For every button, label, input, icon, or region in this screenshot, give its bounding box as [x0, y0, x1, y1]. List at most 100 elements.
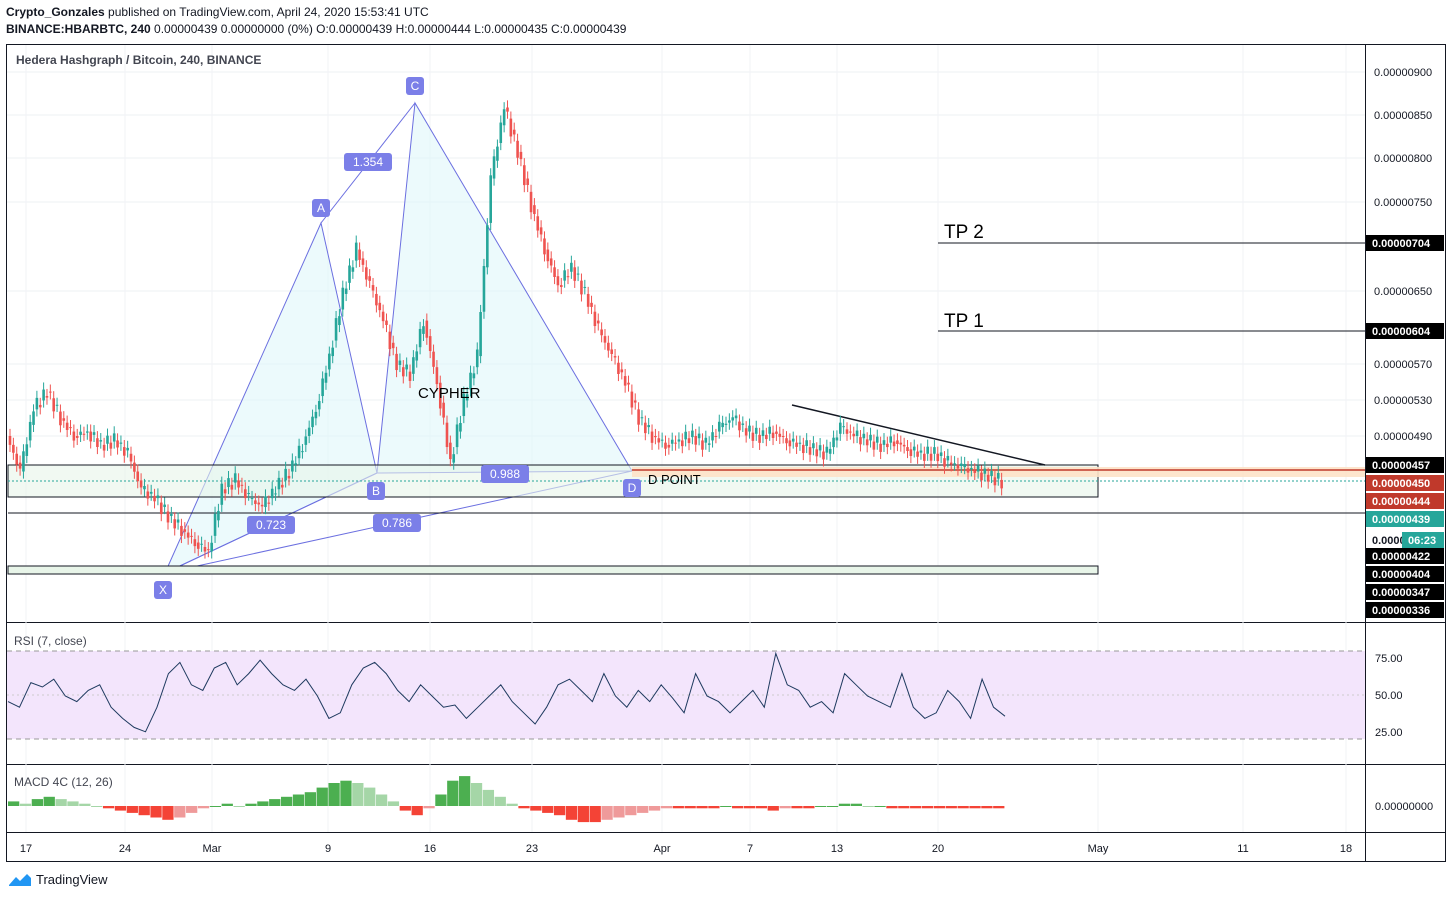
candle-body	[311, 416, 314, 428]
candle-body	[970, 467, 973, 470]
candle-body	[640, 417, 644, 419]
footer-brand: TradingView	[36, 872, 108, 887]
candle-body	[815, 449, 819, 457]
candle-body	[89, 431, 92, 442]
author-name[interactable]: Crypto_Gonzales	[6, 5, 105, 19]
candle-body	[765, 434, 768, 440]
macd-bar	[257, 801, 269, 806]
candle-body	[375, 293, 378, 306]
candle-body	[691, 430, 694, 438]
macd-axis-tick: 0.00000000	[1375, 801, 1433, 813]
candle-body	[217, 510, 220, 521]
candle-body	[543, 238, 546, 255]
candle-body	[79, 431, 82, 435]
price-tag-bg	[1366, 548, 1444, 564]
candle-body	[943, 458, 946, 467]
candle-body	[475, 349, 479, 368]
candle-body	[307, 427, 311, 436]
price-tag: 0.00000347	[1372, 587, 1430, 599]
candle-body	[721, 422, 724, 428]
candle-body	[539, 227, 543, 235]
candle-body	[348, 265, 351, 283]
candle-body	[496, 146, 499, 161]
candle-body	[734, 415, 738, 419]
tp2-label: TP 2	[944, 222, 984, 243]
candle-body	[929, 453, 933, 461]
candle-body	[855, 430, 859, 436]
candle-body	[499, 122, 503, 144]
candle-body	[193, 539, 197, 547]
macd-bar	[993, 806, 1005, 809]
time-tick: May	[1088, 843, 1109, 855]
rsi-tick: 75.00	[1375, 653, 1403, 665]
candle-body	[412, 357, 415, 374]
candle-body	[680, 440, 684, 447]
candle-body	[15, 453, 19, 465]
macd-bar	[79, 803, 91, 806]
pattern-point-badge	[481, 465, 529, 483]
candle-body	[438, 382, 442, 409]
candle-body	[677, 439, 681, 442]
candle-body	[489, 175, 492, 223]
candle-body	[502, 109, 506, 126]
candle-body	[865, 439, 869, 446]
price-tag-bg	[1366, 323, 1444, 339]
candle-body	[365, 267, 368, 280]
footer[interactable]: TradingView	[8, 872, 108, 887]
candle-body	[354, 242, 358, 261]
candle-body	[102, 444, 106, 451]
candle-body	[610, 349, 614, 354]
candle-body	[559, 285, 563, 288]
candle-body	[250, 498, 254, 500]
candle-body	[859, 437, 862, 445]
time-tick: 13	[831, 843, 843, 855]
price-tick: 0.00000570	[1374, 359, 1432, 371]
candle-body	[328, 353, 331, 370]
candle-body	[240, 484, 244, 486]
candle-body	[667, 444, 671, 448]
candle-body	[173, 519, 177, 529]
macd-bar	[672, 806, 684, 809]
candle-body	[754, 427, 758, 434]
candle-body	[391, 342, 395, 349]
candle-body	[442, 402, 445, 418]
candle-body	[748, 425, 751, 432]
candle-body	[983, 468, 987, 474]
candle-body	[724, 423, 728, 425]
candle-body	[607, 342, 610, 351]
macd-bar	[565, 806, 578, 820]
candle-body	[96, 438, 99, 448]
candle-body	[361, 258, 365, 265]
candle-body	[223, 489, 227, 494]
candle-body	[22, 451, 25, 472]
candle-body	[818, 445, 822, 451]
candle-body	[388, 331, 392, 350]
candle-body	[398, 360, 402, 365]
macd-bar	[945, 806, 957, 809]
price-tag: 06:23	[1408, 535, 1436, 547]
candle-body	[86, 431, 89, 433]
macd-bar	[411, 806, 423, 816]
pattern-point-badge	[247, 516, 295, 534]
candle-body	[297, 445, 301, 459]
macd-bar	[423, 806, 435, 809]
macd-bar	[553, 806, 566, 816]
candle-body	[428, 336, 432, 352]
candle-body	[170, 514, 173, 516]
candle-body	[536, 216, 540, 231]
candle-body	[159, 502, 163, 515]
candle-body	[512, 129, 516, 135]
candle-body	[600, 329, 603, 336]
candle-body	[852, 433, 856, 437]
candle-body	[882, 440, 886, 445]
candle-body	[583, 286, 587, 288]
macd-bar	[162, 806, 174, 820]
candle-body	[751, 432, 755, 441]
candle-body	[590, 302, 593, 307]
candle-body	[129, 453, 133, 462]
candle-body	[875, 436, 879, 443]
candle-body	[563, 270, 566, 281]
descending-trendline	[791, 404, 1046, 466]
candle-body	[459, 422, 462, 432]
